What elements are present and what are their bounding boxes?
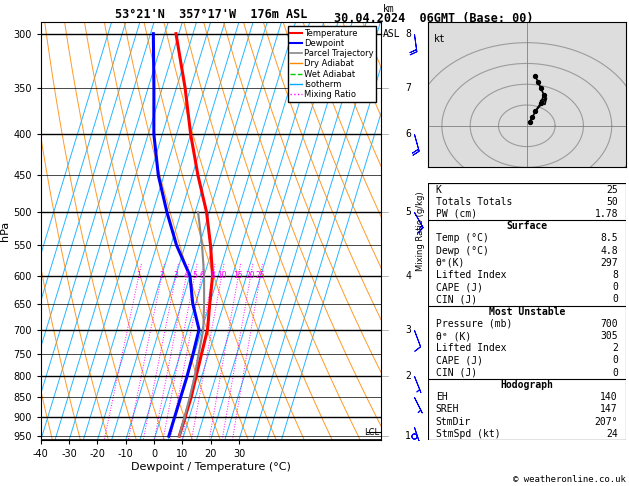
Text: 0: 0 (612, 282, 618, 292)
Point (536, 85, 546, 92)
Point (530, 107, 540, 115)
Text: PW (cm): PW (cm) (436, 209, 477, 219)
Text: 2: 2 (159, 271, 164, 280)
Text: 6: 6 (405, 129, 411, 139)
Text: 3: 3 (405, 325, 411, 334)
Text: CAPE (J): CAPE (J) (436, 355, 482, 365)
Text: kt: kt (433, 35, 445, 44)
Point (530, 72, 540, 80)
Text: 0: 0 (612, 355, 618, 365)
Text: 20: 20 (246, 271, 255, 280)
Legend: Temperature, Dewpoint, Parcel Trajectory, Dry Adiabat, Wet Adiabat, Isotherm, Mi: Temperature, Dewpoint, Parcel Trajectory… (287, 26, 376, 102)
Point (527, 114, 537, 122)
Text: EH: EH (436, 392, 447, 402)
Text: StmSpd (kt): StmSpd (kt) (436, 429, 500, 439)
Text: 4: 4 (405, 271, 411, 281)
Text: 2: 2 (405, 371, 411, 381)
Text: Totals Totals: Totals Totals (436, 197, 512, 207)
Text: 24: 24 (606, 429, 618, 439)
Text: 1.78: 1.78 (594, 209, 618, 219)
X-axis label: Dewpoint / Temperature (°C): Dewpoint / Temperature (°C) (131, 462, 291, 471)
Title: 53°21'N  357°17'W  176m ASL: 53°21'N 357°17'W 176m ASL (114, 8, 307, 21)
Text: SREH: SREH (436, 404, 459, 414)
Text: 6: 6 (199, 271, 204, 280)
Y-axis label: hPa: hPa (1, 221, 11, 241)
Text: 140: 140 (600, 392, 618, 402)
Text: Most Unstable: Most Unstable (489, 307, 565, 317)
Text: Temp (°C): Temp (°C) (436, 233, 489, 243)
Text: 147: 147 (600, 404, 618, 414)
Point (536, 99, 546, 107)
Text: 15: 15 (233, 271, 243, 280)
Text: 0: 0 (612, 368, 618, 378)
Text: Mixing Ratio (g/kg): Mixing Ratio (g/kg) (416, 191, 425, 271)
Text: 50: 50 (606, 197, 618, 207)
Text: 297: 297 (600, 258, 618, 268)
Text: LCL: LCL (364, 428, 379, 437)
Text: 25: 25 (606, 185, 618, 194)
Text: 1: 1 (405, 431, 411, 441)
Text: CIN (J): CIN (J) (436, 295, 477, 304)
Text: ASL: ASL (383, 29, 401, 38)
Text: 0: 0 (612, 295, 618, 304)
Text: 5: 5 (405, 207, 411, 217)
Text: 305: 305 (600, 331, 618, 341)
Text: 207°: 207° (594, 417, 618, 427)
Text: © weatheronline.co.uk: © weatheronline.co.uk (513, 474, 626, 484)
Text: 4: 4 (184, 271, 189, 280)
Text: Lifted Index: Lifted Index (436, 270, 506, 280)
Text: 4.8: 4.8 (600, 245, 618, 256)
Text: 2: 2 (612, 343, 618, 353)
Point (538, 91, 548, 99)
Text: Surface: Surface (506, 221, 547, 231)
Text: CIN (J): CIN (J) (436, 368, 477, 378)
Point (533, 78, 543, 86)
Text: 5: 5 (192, 271, 197, 280)
Text: θᵉ (K): θᵉ (K) (436, 331, 471, 341)
Text: CAPE (J): CAPE (J) (436, 282, 482, 292)
Text: StmDir: StmDir (436, 417, 471, 427)
Text: Lifted Index: Lifted Index (436, 343, 506, 353)
Text: Pressure (mb): Pressure (mb) (436, 319, 512, 329)
Text: 8: 8 (211, 271, 215, 280)
Text: km: km (383, 3, 394, 14)
Text: 700: 700 (600, 319, 618, 329)
Text: 1: 1 (136, 271, 142, 280)
Text: K: K (436, 185, 442, 194)
Text: θᵉ(K): θᵉ(K) (436, 258, 465, 268)
Text: 30.04.2024  06GMT (Base: 00): 30.04.2024 06GMT (Base: 00) (334, 12, 534, 25)
Text: 10: 10 (217, 271, 226, 280)
Text: 8: 8 (612, 270, 618, 280)
Point (525, 118, 535, 125)
Text: 3: 3 (174, 271, 179, 280)
Text: Dewp (°C): Dewp (°C) (436, 245, 489, 256)
Text: 8: 8 (405, 29, 411, 39)
Text: 25: 25 (255, 271, 265, 280)
Text: 7: 7 (405, 83, 411, 92)
Text: 8.5: 8.5 (600, 233, 618, 243)
Text: Hodograph: Hodograph (500, 380, 554, 390)
